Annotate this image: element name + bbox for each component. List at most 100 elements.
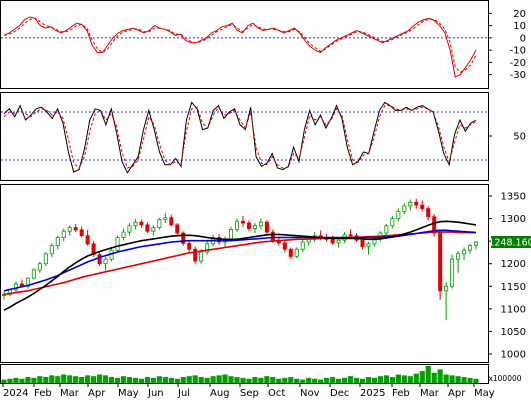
candle-body (115, 237, 120, 251)
candle-body (229, 229, 234, 240)
candle-body (456, 253, 461, 260)
candle-body (97, 254, 102, 265)
volume-bar (192, 375, 198, 383)
volume-bar (186, 376, 192, 383)
oscillator-signal-line (3, 17, 477, 73)
price-tick-label: 1300 (501, 214, 526, 225)
candle-body (300, 241, 305, 250)
candle-body (348, 234, 353, 237)
candle-body (366, 243, 371, 247)
candle-body (264, 221, 269, 233)
stochastic-panel-frame (0, 92, 489, 181)
candle-body (49, 245, 54, 255)
volume-bar (73, 376, 79, 383)
volume-bar (425, 366, 431, 383)
x-tick-label: Aug (210, 388, 230, 399)
volume-bar (222, 374, 228, 383)
volume-bar (300, 379, 306, 383)
volume-bar (365, 377, 372, 383)
volume-bar (49, 375, 55, 383)
stochastic-k-line (3, 101, 477, 174)
candle-body (85, 235, 90, 245)
x-tick-label: May (118, 388, 139, 399)
volume-bar (162, 377, 168, 383)
candle-body (73, 227, 78, 231)
candle-body (360, 239, 365, 247)
volume-bar (401, 375, 407, 383)
volume-bar (389, 377, 395, 383)
volume-bar (413, 373, 419, 383)
volume-bar (419, 371, 425, 383)
candle-body (175, 224, 180, 234)
volume-bar (330, 377, 336, 383)
volume-bar (180, 377, 186, 383)
candle-body (163, 217, 168, 220)
candle-body (473, 241, 478, 247)
price-tick-label: 1100 (501, 304, 526, 315)
candle-body (31, 269, 36, 279)
volume-bar (341, 377, 348, 383)
volume-bar (61, 374, 67, 383)
volume-bar (138, 378, 145, 383)
x-tick-label: Nov (300, 388, 320, 399)
volume-bar (473, 378, 479, 383)
candle-body (330, 238, 335, 244)
volume-bar (258, 377, 264, 383)
volume-bar (174, 378, 180, 383)
candle-body (103, 258, 108, 265)
volume-bar (371, 377, 378, 383)
candle-body (199, 251, 204, 262)
volume-bar (377, 376, 384, 383)
candle-body (43, 253, 48, 265)
last-price-box: 1248.160 (488, 236, 531, 249)
stochastic-d-line (3, 105, 477, 169)
last-price-label: 1248.160 (488, 238, 531, 249)
volume-bar (324, 377, 330, 383)
volume-bar (306, 377, 312, 383)
volume-bar (395, 374, 401, 383)
volume-bar (19, 378, 25, 383)
candle-body (169, 217, 174, 226)
volume-bar (246, 378, 252, 383)
candle-body (37, 263, 42, 271)
candle-body (91, 243, 96, 256)
volume-bar (449, 375, 455, 383)
moving-averages (3, 220, 477, 311)
candle-body (372, 238, 377, 245)
x-tick-label: Apr (448, 388, 466, 399)
volume-bar (234, 377, 240, 383)
volume-bar (383, 375, 389, 383)
candle-body (235, 220, 240, 230)
volume-bar (335, 378, 342, 383)
candle-body (468, 245, 473, 251)
x-tick-label: Mar (420, 388, 440, 399)
volume-bar (437, 369, 443, 383)
candle-body (187, 242, 192, 250)
volume-bar (282, 377, 288, 383)
volume-bar (79, 377, 85, 383)
volume-bar (264, 376, 270, 383)
x-tick-label: Mar (60, 388, 80, 399)
volume-bar (31, 377, 37, 383)
x-tick-label: Jun (147, 388, 164, 399)
volume-bars (1, 366, 479, 383)
x-tick-label: Sep (240, 388, 259, 399)
volume-bar (276, 378, 282, 383)
short-ma-line (3, 220, 477, 311)
volume-bar (114, 377, 121, 383)
volume-bar (270, 377, 276, 383)
candle-body (240, 220, 245, 224)
volume-bar (168, 377, 174, 383)
price-tick-label: 1150 (501, 282, 526, 293)
oscillator-tick-label: -30 (510, 70, 526, 81)
volume-bar (43, 377, 49, 383)
candle-body (432, 216, 437, 234)
candle-body (396, 210, 401, 219)
volume-bar (228, 376, 234, 383)
x-tick-label: Feb (34, 388, 52, 399)
candle-body (384, 225, 389, 234)
volume-bar (461, 377, 467, 383)
oscillator-tick-label: -10 (510, 46, 526, 57)
volume-bar (312, 378, 318, 383)
